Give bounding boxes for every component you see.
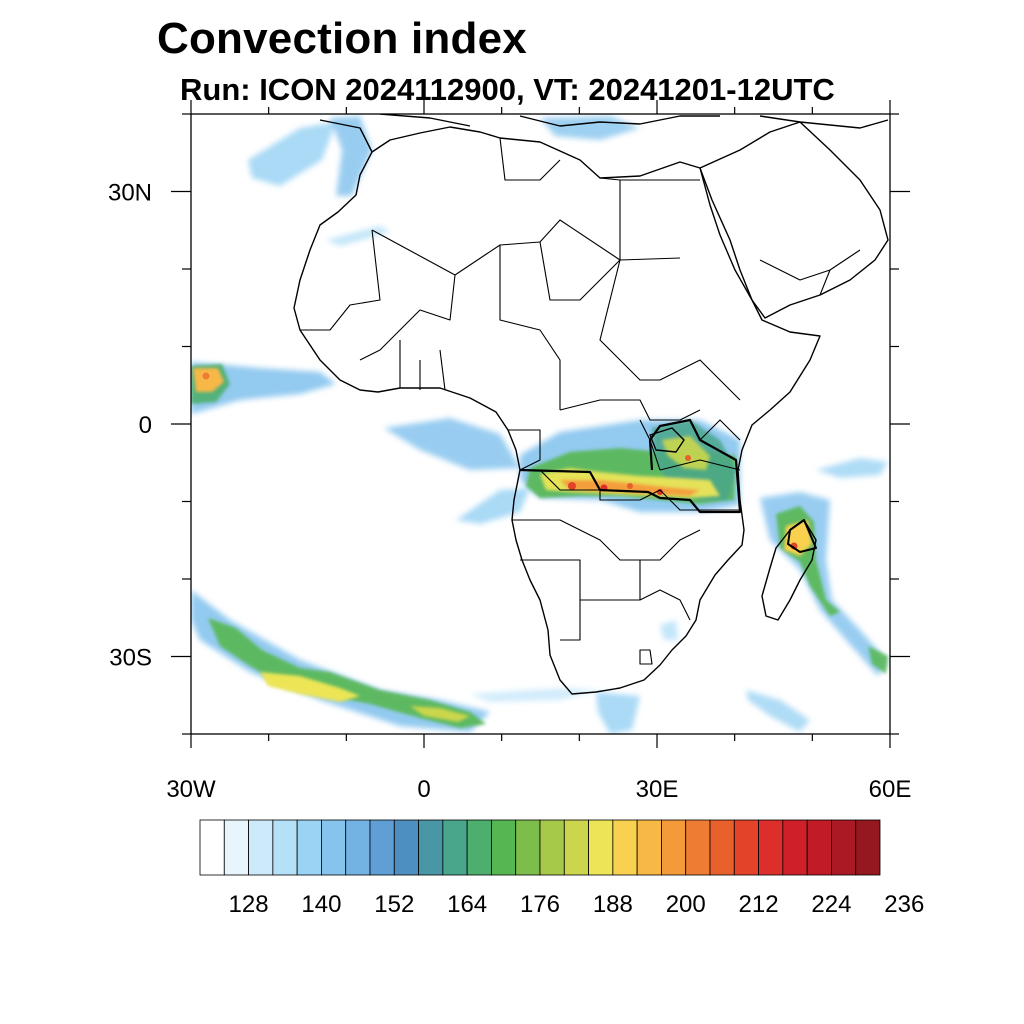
field-patch bbox=[662, 436, 710, 470]
colorbar-swatch bbox=[831, 819, 857, 876]
page-title: Convection index bbox=[157, 14, 527, 63]
axis-ticks bbox=[171, 100, 910, 748]
colorbar-swatch bbox=[418, 819, 444, 876]
x-tick-label: 30W bbox=[166, 776, 216, 803]
colorbar-swatch bbox=[491, 819, 517, 876]
x-tick-label: 30E bbox=[636, 776, 679, 803]
y-tick-label: 0 bbox=[139, 412, 152, 439]
field-peak bbox=[202, 372, 210, 380]
arabia-coastline bbox=[699, 121, 889, 319]
madagascar-coastline bbox=[761, 519, 817, 621]
colorbar-swatch bbox=[855, 819, 881, 876]
field-patch bbox=[260, 672, 360, 702]
colorbar-swatch bbox=[563, 819, 589, 876]
colorbar-tick-label: 128 bbox=[229, 891, 269, 918]
axis-labels: 30W 0 30E 60E 30N 0 30S bbox=[108, 180, 911, 804]
colorbar-swatch bbox=[223, 819, 249, 876]
field-patch bbox=[410, 706, 470, 722]
colorbar-swatch bbox=[345, 819, 371, 876]
field-patch bbox=[746, 690, 810, 732]
colorbar-swatch bbox=[321, 819, 347, 876]
colorbar-tick-label: 152 bbox=[374, 891, 414, 918]
colorbar-swatch bbox=[733, 819, 759, 876]
lake-victoria bbox=[649, 427, 685, 453]
field-patch bbox=[868, 646, 888, 674]
field-patch bbox=[191, 590, 490, 732]
colorbar-tick-label: 188 bbox=[593, 891, 633, 918]
colorbar-labels: 128 140 152 164 176 188 200 212 224 236 bbox=[229, 891, 925, 918]
colorbar-swatch bbox=[709, 819, 735, 876]
colorbar-swatch bbox=[806, 819, 832, 876]
colorbar-swatch bbox=[539, 819, 565, 876]
field-patch bbox=[470, 688, 600, 702]
colorbar-swatch bbox=[782, 819, 808, 876]
colorbar-tick-label: 200 bbox=[666, 891, 706, 918]
field-patch bbox=[248, 122, 336, 186]
field-patch bbox=[330, 116, 372, 196]
colorbar-tick-label: 176 bbox=[520, 891, 560, 918]
colorbar-swatch bbox=[272, 819, 298, 876]
colorbar-tick-label: 140 bbox=[301, 891, 341, 918]
colorbar-tick-label: 224 bbox=[811, 891, 851, 918]
field-peak bbox=[627, 483, 633, 489]
colorbar-swatch bbox=[515, 819, 541, 876]
colorbar-swatch bbox=[612, 819, 638, 876]
y-tick-label: 30N bbox=[108, 180, 152, 207]
colorbar-tick-label: 164 bbox=[447, 891, 487, 918]
europe-coastline bbox=[319, 114, 889, 153]
field-patch bbox=[660, 620, 678, 640]
field-patch bbox=[384, 418, 520, 470]
y-tick-label: 30S bbox=[109, 645, 152, 672]
madagascar-outline-bold bbox=[787, 519, 817, 553]
colorbar-swatch bbox=[248, 819, 274, 876]
field-peak bbox=[568, 482, 576, 490]
x-tick-label: 60E bbox=[869, 776, 912, 803]
bold-region-outline bbox=[519, 418, 742, 514]
colorbar-swatch bbox=[636, 819, 662, 876]
colorbar-swatch bbox=[661, 819, 687, 876]
field-patch bbox=[191, 362, 336, 414]
colorbar-swatch bbox=[466, 819, 492, 876]
field-patch bbox=[596, 692, 640, 734]
field-patch bbox=[193, 368, 224, 392]
field-patch bbox=[540, 116, 640, 140]
colorbar-tick-label: 212 bbox=[739, 891, 779, 918]
field-peak bbox=[685, 455, 691, 461]
country-borders bbox=[300, 137, 861, 665]
colorbar-swatch bbox=[588, 819, 614, 876]
colorbar-tick-label: 236 bbox=[884, 891, 924, 918]
convection-field bbox=[191, 116, 888, 734]
plot-area bbox=[191, 114, 890, 734]
colorbar-swatch bbox=[393, 819, 419, 876]
colorbar-swatch bbox=[442, 819, 468, 876]
field-patch bbox=[456, 488, 530, 524]
page-subtitle: Run: ICON 2024112900, VT: 20241201-12UTC bbox=[180, 72, 835, 107]
colorbar-swatch bbox=[199, 819, 225, 876]
colorbar-swatch bbox=[685, 819, 711, 876]
coastlines-borders bbox=[293, 114, 889, 695]
colorbar-swatch bbox=[296, 819, 322, 876]
colorbar-swatch bbox=[758, 819, 784, 876]
field-patch bbox=[208, 618, 486, 728]
x-tick-label: 0 bbox=[417, 776, 430, 803]
field-patch bbox=[816, 458, 888, 478]
colorbar bbox=[199, 819, 881, 876]
colorbar-swatch bbox=[369, 819, 395, 876]
